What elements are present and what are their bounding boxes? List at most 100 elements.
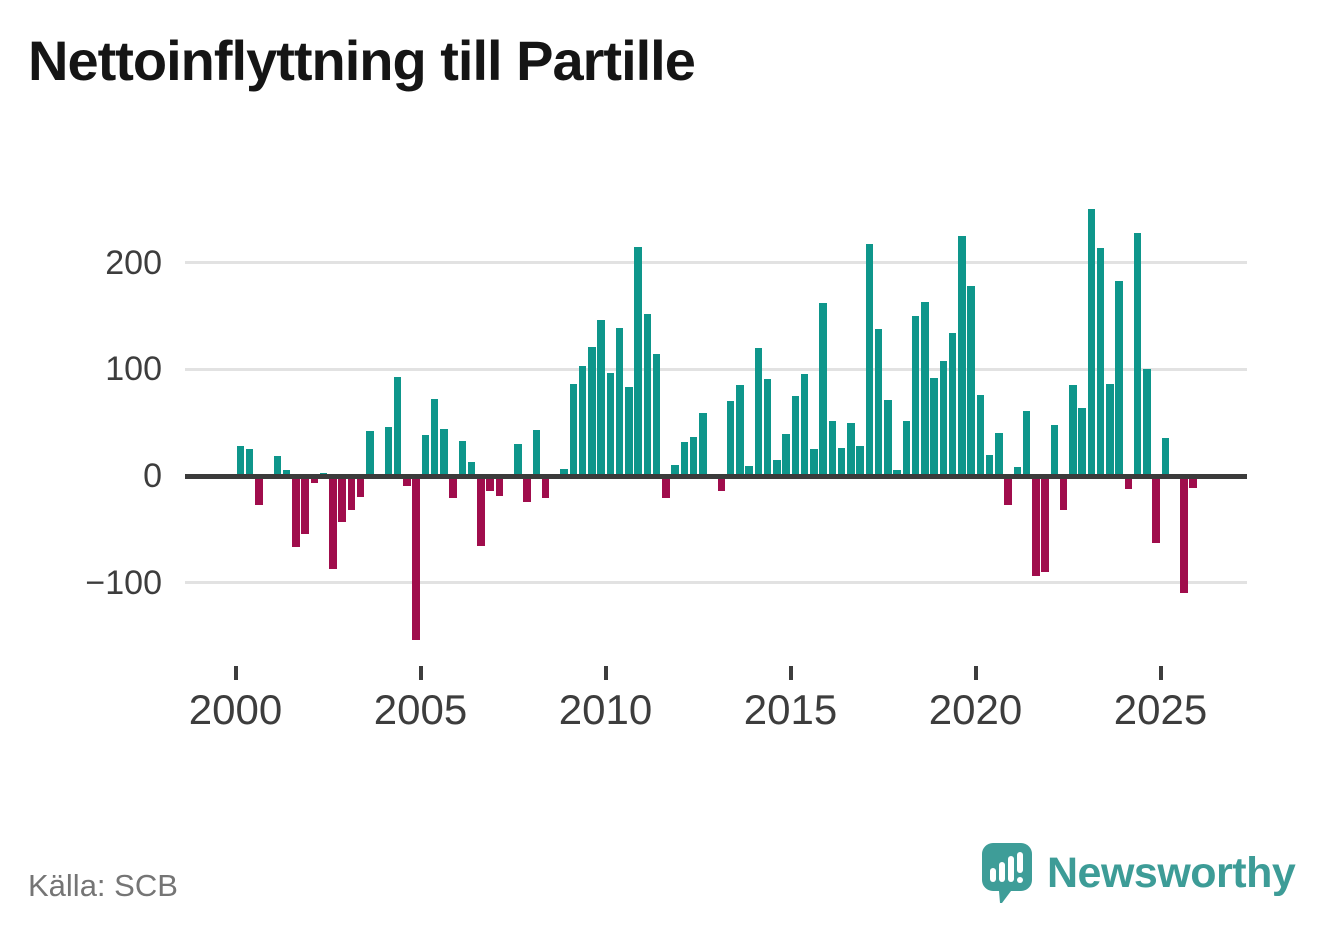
bar-2013-q1 xyxy=(717,476,725,491)
bar-2019-q1 xyxy=(939,360,947,476)
y-axis-label-200: 200 xyxy=(105,243,162,282)
bar-2020-q3 xyxy=(995,433,1003,476)
bar-2004-q3 xyxy=(403,476,411,486)
bar-2021-q1 xyxy=(1013,467,1021,476)
bar-2024-q2 xyxy=(1133,232,1142,476)
bar-2015-q4 xyxy=(819,303,827,476)
bar-2001-q4 xyxy=(301,476,309,534)
bar-2014-q4 xyxy=(782,434,790,476)
bar-2003-q1 xyxy=(347,476,355,511)
bar-2018-q1 xyxy=(902,420,910,476)
bar-2001-q2 xyxy=(282,469,291,476)
bar-2019-q2 xyxy=(948,333,957,476)
bar-2013-q3 xyxy=(736,385,744,476)
bar-2003-q2 xyxy=(356,476,365,498)
bar-2023-q4 xyxy=(1115,280,1123,476)
bar-2012-q2 xyxy=(689,436,698,476)
gridline-200 xyxy=(185,261,1247,265)
bar-2014-q1 xyxy=(754,348,762,476)
bar-2020-q2 xyxy=(985,454,994,476)
bar-2011-q3 xyxy=(662,476,670,499)
bar-2020-q1 xyxy=(976,394,984,476)
y-axis-label-0: 0 xyxy=(143,457,162,495)
source-caption: Källa: SCB xyxy=(28,868,178,903)
x-axis-label-2015: 2015 xyxy=(743,686,838,733)
bar-2005-q2 xyxy=(430,399,439,476)
bar-2017-q2 xyxy=(874,328,883,476)
bar-2008-q4 xyxy=(560,468,568,476)
bar-2013-q4 xyxy=(745,466,753,476)
bar-2000-q2 xyxy=(245,449,254,476)
bar-2008-q2 xyxy=(541,476,550,499)
bar-2021-q4 xyxy=(1041,476,1049,572)
x-tick-2025 xyxy=(1158,666,1163,680)
bar-2000-q1 xyxy=(236,446,244,476)
x-tick-2015 xyxy=(788,666,793,680)
bar-2006-q2 xyxy=(467,462,476,476)
x-axis-line xyxy=(185,473,1247,479)
bar-2024-q4 xyxy=(1152,476,1160,544)
bar-2023-q2 xyxy=(1096,247,1105,476)
bar-2016-q4 xyxy=(856,446,864,476)
x-tick-2000 xyxy=(233,666,238,680)
bar-2006-q3 xyxy=(477,476,485,547)
bar-2010-q4 xyxy=(634,246,642,476)
bar-2025-q4 xyxy=(1189,476,1197,488)
bar-2015-q3 xyxy=(810,449,818,476)
bar-2016-q2 xyxy=(837,448,846,476)
bar-2016-q1 xyxy=(828,420,836,476)
bar-2014-q2 xyxy=(763,378,772,476)
y-axis-label-100: 100 xyxy=(105,350,162,389)
bar-2020-q4 xyxy=(1004,476,1012,505)
bar-2022-q1 xyxy=(1050,424,1058,476)
x-axis-label-2005: 2005 xyxy=(373,686,468,733)
bar-2005-q1 xyxy=(421,435,429,476)
bar-2010-q2 xyxy=(615,327,624,476)
bar-2005-q4 xyxy=(449,476,457,499)
bar-2006-q1 xyxy=(458,440,466,476)
bar-2015-q1 xyxy=(791,396,799,476)
bar-2002-q1 xyxy=(310,476,318,484)
bar-2001-q1 xyxy=(273,455,281,476)
bar-2025-q1 xyxy=(1161,437,1169,476)
bar-2024-q1 xyxy=(1124,476,1132,489)
bar-2021-q2 xyxy=(1022,410,1031,476)
bar-2017-q3 xyxy=(884,400,892,476)
bar-2007-q3 xyxy=(514,444,522,476)
bar-2004-q4 xyxy=(412,476,420,641)
bar-2017-q1 xyxy=(865,243,873,476)
y-axis-label--100: −100 xyxy=(85,563,162,602)
bar-2009-q1 xyxy=(569,384,577,476)
bar-2022-q3 xyxy=(1069,385,1077,476)
bar-2003-q3 xyxy=(366,431,374,476)
bar-2025-q3 xyxy=(1180,476,1188,594)
bar-2019-q3 xyxy=(958,236,966,476)
brand-name: Newsworthy xyxy=(1047,849,1296,897)
newsworthy-logo-icon xyxy=(982,843,1032,903)
bar-2002-q3 xyxy=(329,476,337,569)
x-axis-label-2010: 2010 xyxy=(558,686,653,733)
bar-2008-q1 xyxy=(532,430,540,476)
bar-2009-q3 xyxy=(588,346,596,476)
x-axis-label-2000: 2000 xyxy=(188,686,283,733)
bar-2012-q3 xyxy=(699,413,707,476)
gridline--100 xyxy=(185,581,1247,585)
bar-2009-q4 xyxy=(597,320,605,476)
bar-2023-q1 xyxy=(1087,209,1095,476)
bar-2005-q3 xyxy=(440,429,448,476)
bar-2015-q2 xyxy=(800,373,809,476)
x-tick-2005 xyxy=(418,666,423,680)
x-axis-label-2025: 2025 xyxy=(1113,686,1208,733)
bar-2023-q3 xyxy=(1106,384,1114,476)
bar-2024-q3 xyxy=(1143,369,1151,476)
brand-footer: Newsworthy xyxy=(981,842,1296,904)
bar-2010-q3 xyxy=(625,387,633,476)
bar-2022-q2 xyxy=(1059,476,1068,511)
bar-2007-q1 xyxy=(495,476,503,497)
x-axis-label-2020: 2020 xyxy=(928,686,1023,733)
x-tick-2020 xyxy=(973,666,978,680)
gridline-100 xyxy=(185,367,1247,371)
bar-2017-q4 xyxy=(893,469,901,476)
